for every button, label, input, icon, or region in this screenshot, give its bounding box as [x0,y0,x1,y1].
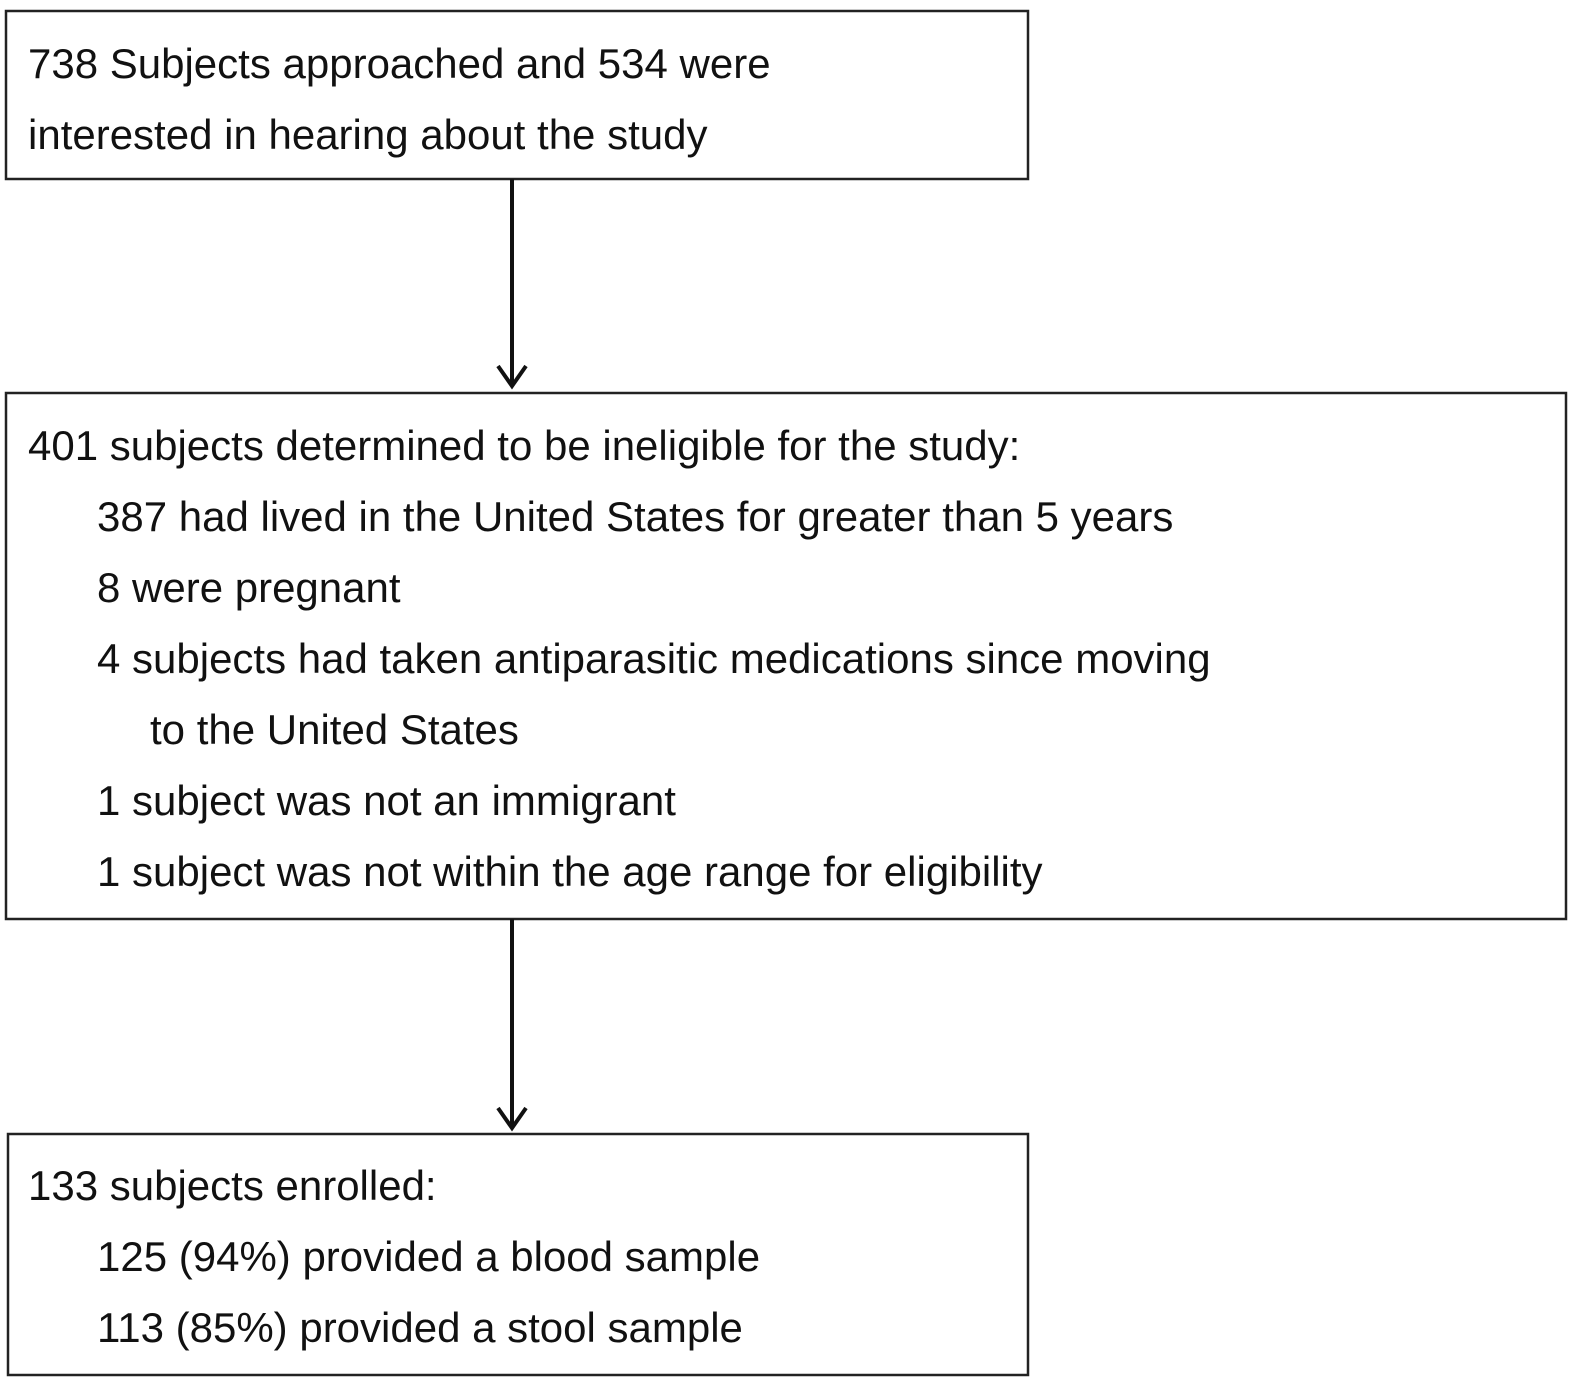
box-approached [4,9,1030,181]
node-item: 8 were pregnant [97,564,401,611]
box-ineligible [4,391,1568,921]
node-item: 4 subjects had taken antiparasitic medic… [97,635,1211,682]
node-item: 387 had lived in the United States for g… [97,493,1173,540]
node-text: 738 Subjects approached and 534 were [28,40,771,87]
arrow [496,179,528,390]
node-item: 125 (94%) provided a blood sample [97,1233,760,1280]
node-item: 1 subject was not within the age range f… [97,848,1043,895]
node-heading: 401 subjects determined to be ineligible… [28,422,1020,469]
box-enrolled [6,1132,1030,1377]
node-text: interested in hearing about the study [28,111,707,158]
arrow [496,919,528,1132]
node-item: 113 (85%) provided a stool sample [97,1304,743,1351]
node-item: to the United States [150,706,519,753]
node-item: 1 subject was not an immigrant [97,777,676,824]
node-heading: 133 subjects enrolled: [28,1162,437,1209]
